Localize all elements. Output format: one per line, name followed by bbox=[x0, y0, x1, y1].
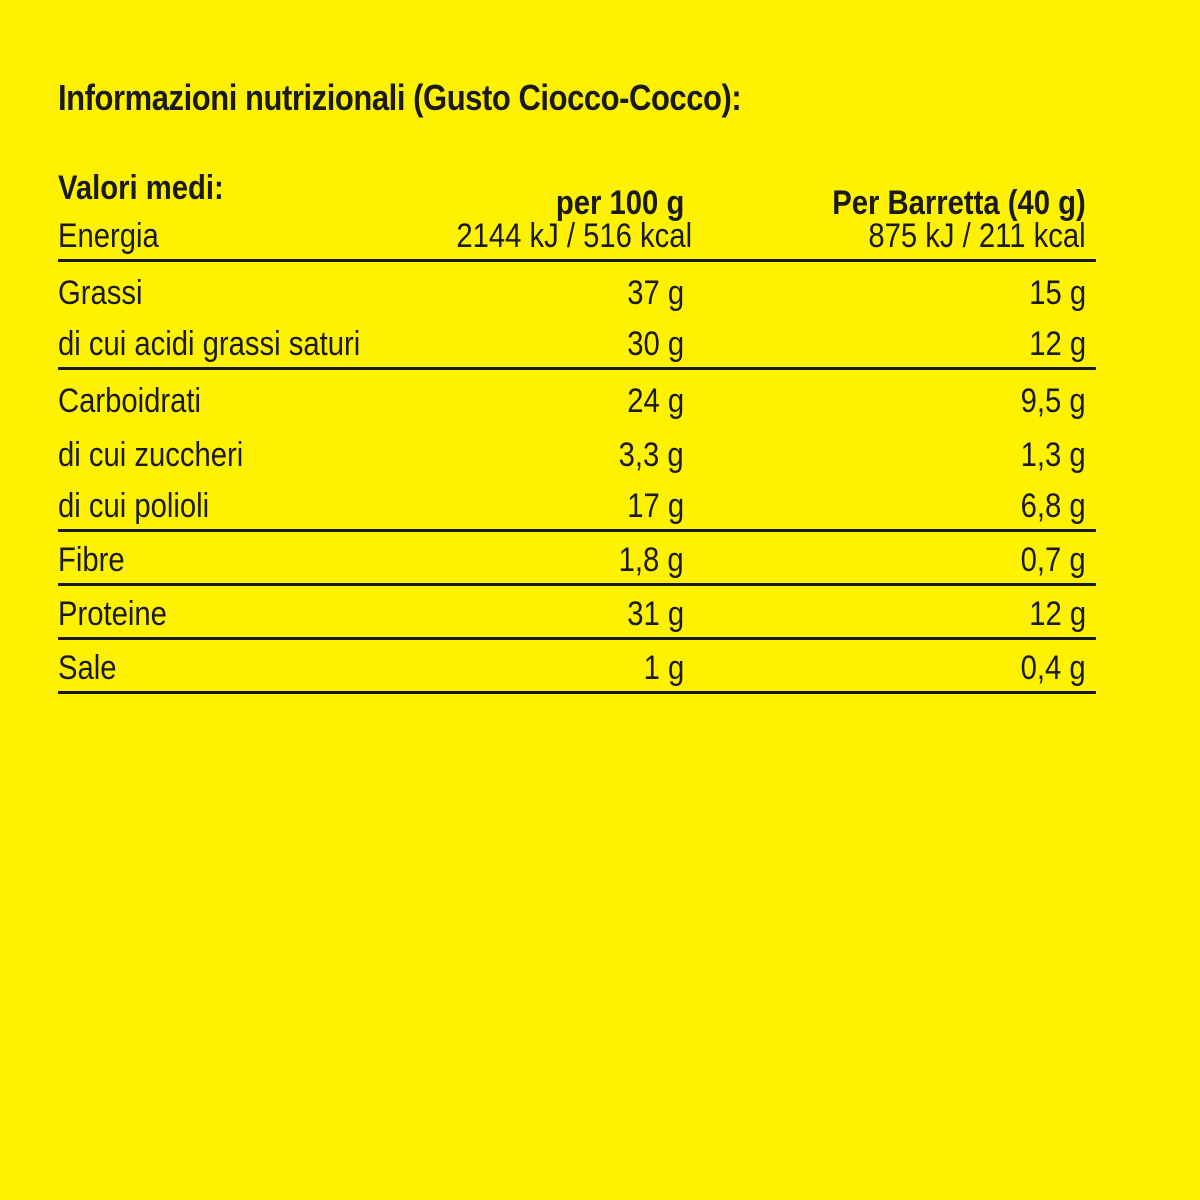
row-value-per-100g: 1,8 g bbox=[618, 541, 684, 579]
row-value-per-100g: 1 g bbox=[643, 649, 684, 687]
row-energia: Energia 2144 kJ / 516 kcal 875 kJ / 211 … bbox=[58, 217, 1096, 262]
row-value-per-bar: 1,3 g bbox=[1020, 436, 1086, 474]
row-value-per-bar: 6,8 g bbox=[1020, 487, 1086, 525]
header-per-bar: Per Barretta (40 g) bbox=[832, 184, 1086, 222]
row-label: Energia bbox=[58, 217, 159, 255]
row-value-per-100g: 31 g bbox=[627, 595, 684, 633]
row-label: Grassi bbox=[58, 274, 143, 312]
row-polioli: di cui polioli 17 g 6,8 g bbox=[58, 478, 1096, 532]
nutrition-title: Informazioni nutrizionali (Gusto Ciocco-… bbox=[58, 77, 742, 118]
nutrition-table: Valori medi: per 100 g Per Barretta (40 … bbox=[58, 168, 1096, 694]
row-value-per-100g: 37 g bbox=[627, 274, 684, 312]
row-value-per-bar: 0,7 g bbox=[1020, 541, 1086, 579]
row-label: Fibre bbox=[58, 541, 125, 579]
row-acidi-grassi-saturi: di cui acidi grassi saturi 30 g 12 g bbox=[58, 316, 1096, 370]
row-grassi: Grassi 37 g 15 g bbox=[58, 262, 1096, 316]
row-label: di cui zuccheri bbox=[58, 436, 244, 474]
row-value-per-bar: 875 kJ / 211 kcal bbox=[868, 217, 1086, 255]
row-label: di cui polioli bbox=[58, 487, 210, 525]
nutrition-panel: Informazioni nutrizionali (Gusto Ciocco-… bbox=[58, 70, 1096, 694]
row-value-per-100g: 30 g bbox=[627, 325, 684, 363]
table-header: Valori medi: per 100 g Per Barretta (40 … bbox=[58, 168, 1096, 222]
row-value-per-bar: 15 g bbox=[1029, 274, 1086, 312]
row-value-per-100g: 17 g bbox=[627, 487, 684, 525]
row-sale: Sale 1 g 0,4 g bbox=[58, 640, 1096, 694]
row-zuccheri: di cui zuccheri 3,3 g 1,3 g bbox=[58, 424, 1096, 478]
row-label: Sale bbox=[58, 649, 117, 687]
row-value-per-bar: 0,4 g bbox=[1020, 649, 1086, 687]
row-label: Carboidrati bbox=[58, 382, 202, 420]
row-value-per-bar: 12 g bbox=[1029, 595, 1086, 633]
row-value-per-100g: 24 g bbox=[627, 382, 684, 420]
row-value-per-100g: 3,3 g bbox=[618, 436, 684, 474]
row-fibre: Fibre 1,8 g 0,7 g bbox=[58, 532, 1096, 586]
row-value-per-bar: 9,5 g bbox=[1020, 382, 1086, 420]
row-value-per-100g: 2144 kJ / 516 kcal bbox=[456, 217, 693, 255]
row-label: di cui acidi grassi saturi bbox=[58, 325, 361, 363]
header-label: Valori medi: bbox=[58, 169, 224, 207]
row-label: Proteine bbox=[58, 595, 167, 633]
row-carboidrati: Carboidrati 24 g 9,5 g bbox=[58, 370, 1096, 424]
row-proteine: Proteine 31 g 12 g bbox=[58, 586, 1096, 640]
row-value-per-bar: 12 g bbox=[1029, 325, 1086, 363]
header-per-100g: per 100 g bbox=[555, 184, 684, 222]
